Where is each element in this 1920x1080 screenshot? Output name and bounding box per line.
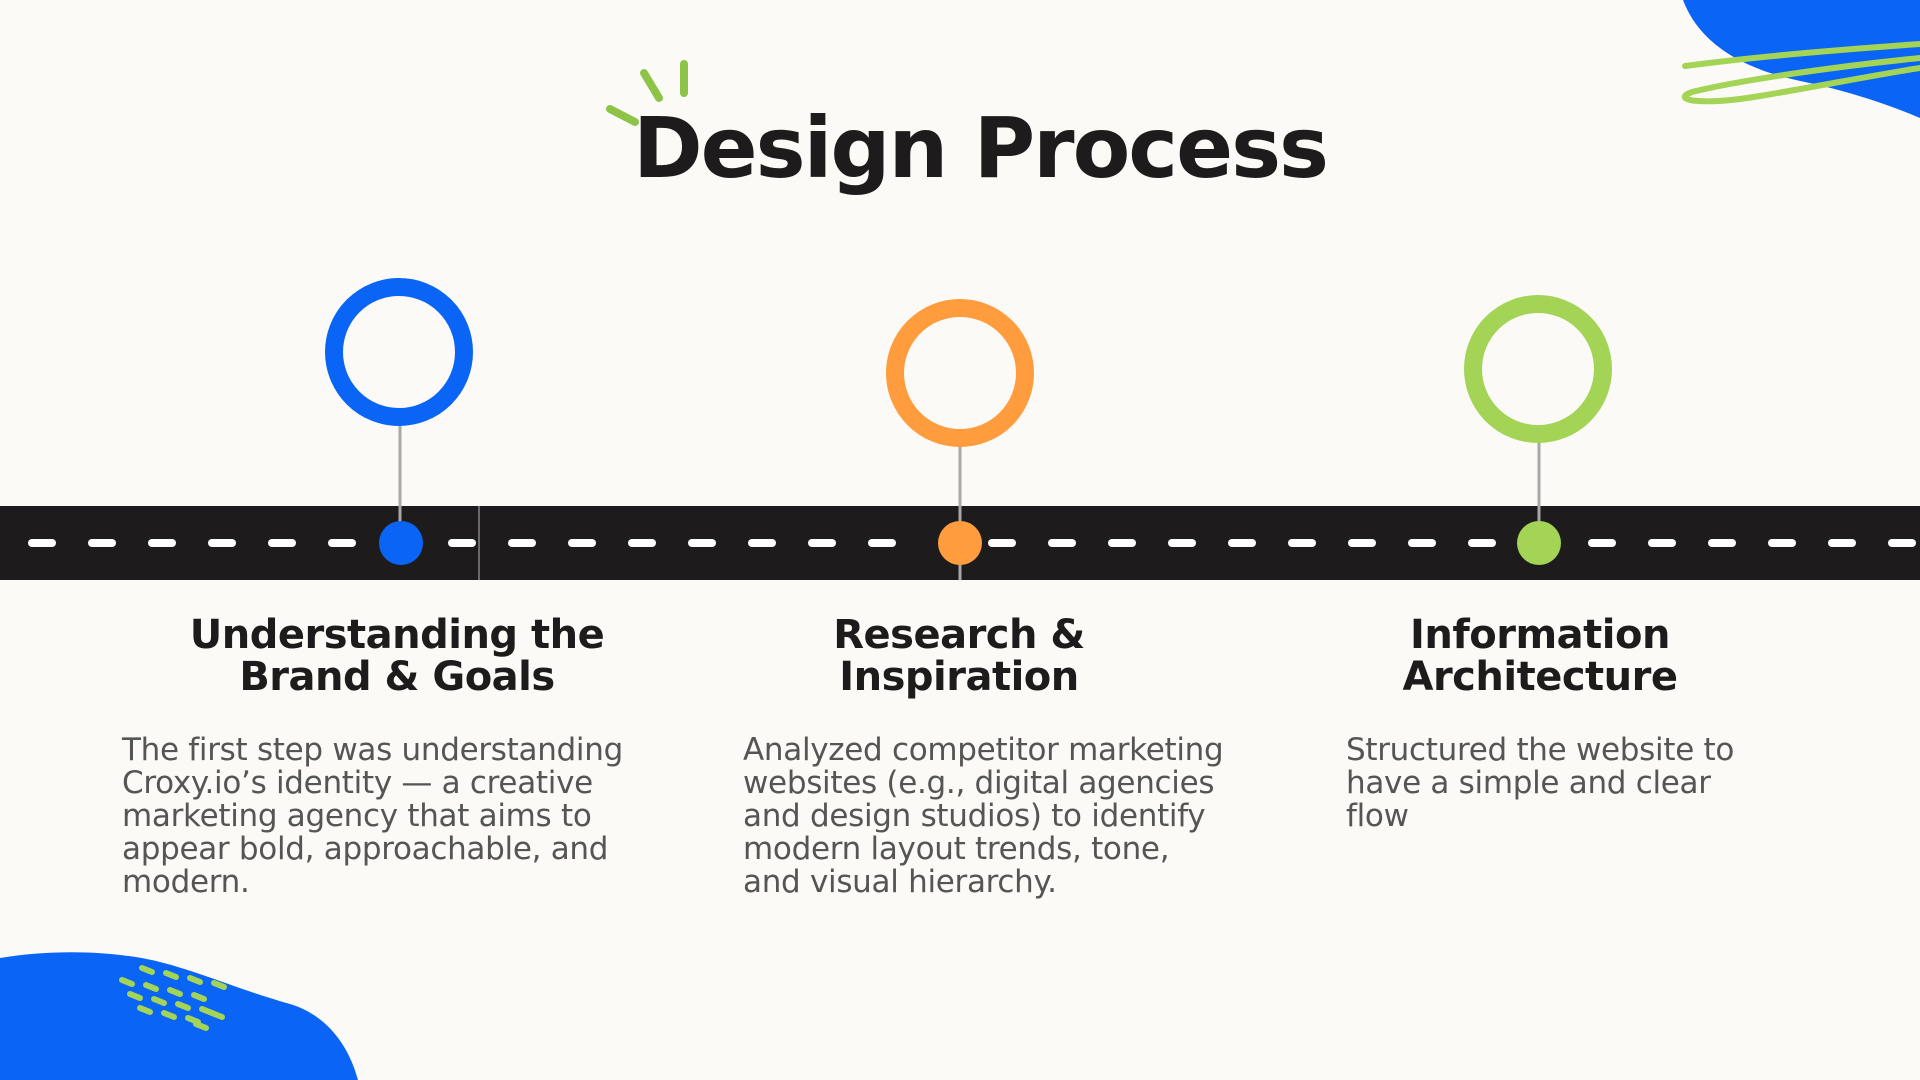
step-2-heading: Research & Inspiration bbox=[833, 612, 1085, 700]
road-dashes bbox=[28, 539, 1916, 547]
road-dash bbox=[808, 539, 836, 547]
step-3-description: Structured the website to have a simple … bbox=[1346, 732, 1735, 834]
road-dot bbox=[379, 521, 423, 565]
road-dash bbox=[328, 539, 356, 547]
step-marker-2 bbox=[886, 299, 1034, 580]
step-1-heading: Understanding the Brand & Goals bbox=[189, 612, 605, 700]
road-dash bbox=[1228, 539, 1256, 547]
road-dash bbox=[1288, 539, 1316, 547]
road-dash bbox=[1588, 539, 1616, 547]
road-dot bbox=[1517, 521, 1561, 565]
step-3-heading: Information Architecture bbox=[1402, 612, 1679, 700]
road-dash bbox=[748, 539, 776, 547]
road-dash bbox=[208, 539, 236, 547]
step-marker-1 bbox=[325, 278, 473, 565]
road-dash bbox=[1108, 539, 1136, 547]
step-2-description: Analyzed competitor marketing websites (… bbox=[743, 732, 1224, 900]
road-dash bbox=[868, 539, 896, 547]
page-title: Design Process bbox=[632, 99, 1329, 197]
road-dash bbox=[1768, 539, 1796, 547]
road-dash bbox=[1168, 539, 1196, 547]
road-dash bbox=[1828, 539, 1856, 547]
road-dash bbox=[1048, 539, 1076, 547]
road-dash bbox=[1348, 539, 1376, 547]
road-dash bbox=[88, 539, 116, 547]
ring-marker-icon bbox=[1464, 295, 1612, 443]
road-dash bbox=[1888, 539, 1916, 547]
step-1-description: The first step was understanding Croxy.i… bbox=[122, 732, 623, 900]
step-marker-3 bbox=[1464, 295, 1612, 565]
road-dash bbox=[1708, 539, 1736, 547]
road-dash bbox=[1648, 539, 1676, 547]
road-dash bbox=[1468, 539, 1496, 547]
road-dash bbox=[1408, 539, 1436, 547]
ring-marker-icon bbox=[886, 299, 1034, 447]
road-dash bbox=[448, 539, 476, 547]
road-dash bbox=[568, 539, 596, 547]
road-dash bbox=[508, 539, 536, 547]
road-dash bbox=[688, 539, 716, 547]
road-dash bbox=[148, 539, 176, 547]
ring-marker-icon bbox=[325, 278, 473, 426]
road-dash bbox=[988, 539, 1016, 547]
road-dash bbox=[28, 539, 56, 547]
road-dot bbox=[938, 521, 982, 565]
road-dash bbox=[268, 539, 296, 547]
road-dash bbox=[628, 539, 656, 547]
